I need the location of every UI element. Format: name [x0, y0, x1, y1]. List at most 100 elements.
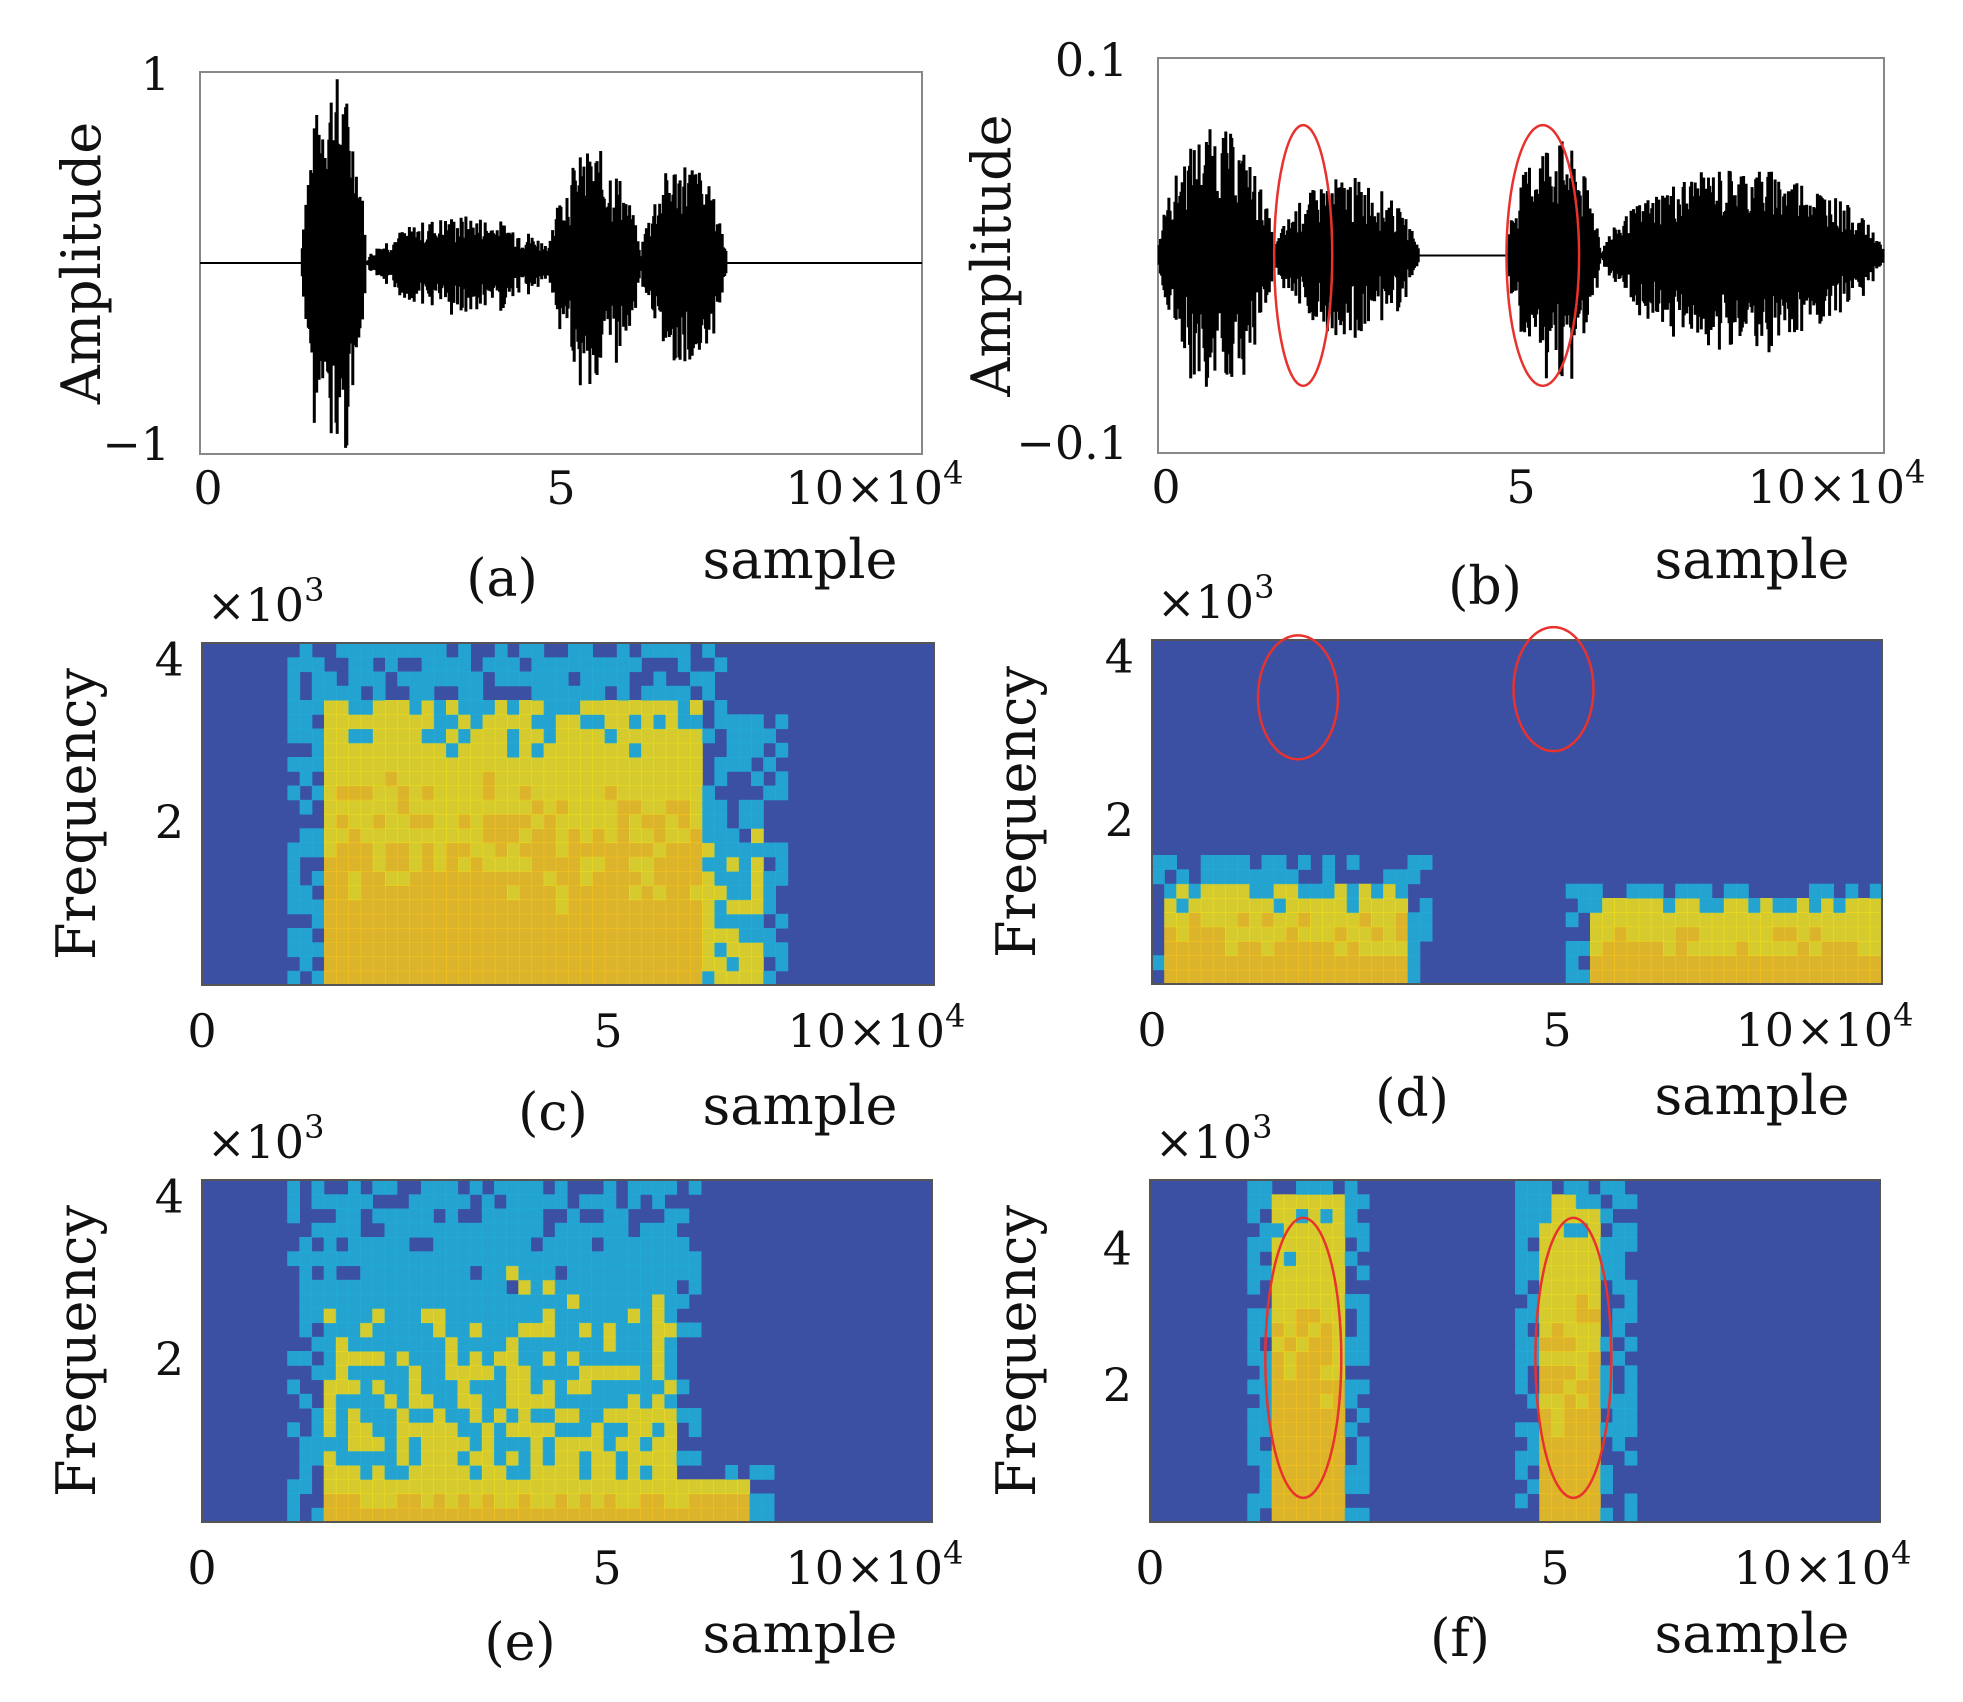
- spectrogram-cell: [1383, 969, 1396, 985]
- spectrogram-cell: [690, 771, 703, 787]
- spectrogram-cell: [567, 1408, 580, 1423]
- spectrogram-cell: [641, 685, 654, 701]
- spectrogram-cell: [677, 956, 691, 972]
- spectrogram-cell: [1626, 926, 1640, 942]
- spectrogram-cell: [372, 1422, 386, 1438]
- spectrogram-cell: [324, 714, 337, 730]
- spectrogram-cell: [763, 899, 776, 915]
- spectrogram-cell: [690, 928, 703, 943]
- spectrogram-cell: [287, 757, 301, 772]
- x-axis-multiplier-exponent: 4: [1893, 996, 1913, 1034]
- spectrogram-cell: [653, 799, 667, 815]
- spectrogram-cell: [507, 856, 520, 872]
- spectrogram-cell: [1259, 1493, 1273, 1509]
- spectrogram-cell: [726, 842, 740, 858]
- spectrogram-cell: [1273, 926, 1287, 942]
- spectrogram-cell: [530, 1450, 544, 1466]
- spectrogram-cell: [397, 856, 410, 872]
- spectrogram-cell: [445, 1408, 459, 1423]
- spectrogram-cell: [1344, 1208, 1358, 1224]
- spectrogram-cell: [653, 814, 667, 829]
- spectrogram-cell: [615, 1422, 629, 1438]
- spectrogram-cell: [1332, 1465, 1346, 1480]
- spectrogram-cell: [287, 871, 301, 886]
- spectrogram-cell: [592, 928, 606, 943]
- spectrogram-cell: [554, 1493, 568, 1509]
- y-axis-label: Frequency: [985, 1204, 1048, 1497]
- spectrogram-cell: [311, 828, 325, 844]
- spectrogram-cell: [653, 728, 667, 744]
- spectrogram-cell: [360, 1507, 373, 1523]
- spectrogram-cell: [627, 1465, 641, 1480]
- spectrogram-cell: [1857, 912, 1871, 928]
- spectrogram-cell: [641, 700, 654, 715]
- spectrogram-cell: [506, 1408, 519, 1423]
- spectrogram-cell: [543, 714, 557, 730]
- y-axis-label: Frequency: [45, 1204, 108, 1497]
- spectrogram-cell: [567, 1422, 580, 1438]
- spectrogram-cell: [1308, 1336, 1321, 1352]
- spectrogram-cell: [518, 1222, 532, 1238]
- spectrogram-cell: [1322, 883, 1336, 899]
- spectrogram-cell: [1833, 912, 1847, 928]
- spectrogram-cell: [1784, 955, 1798, 971]
- spectrogram-cell: [690, 785, 703, 801]
- spectrogram-cell: [1539, 1208, 1553, 1224]
- spectrogram-cell: [690, 757, 703, 772]
- spectrogram-cell: [1320, 1507, 1334, 1523]
- spectrogram-cell: [494, 1351, 507, 1366]
- spectrogram-cell: [1588, 1436, 1601, 1452]
- spectrogram-cell: [1296, 1308, 1309, 1324]
- spectrogram-cell: [1527, 1222, 1540, 1238]
- spectrogram-cell: [1247, 1436, 1261, 1452]
- spectrogram-cell: [653, 757, 667, 772]
- spectrogram-cell: [324, 928, 337, 943]
- spectrogram-cell: [1358, 883, 1372, 899]
- spectrogram-cell: [1539, 1308, 1553, 1324]
- spectrogram-cell: [1600, 1465, 1613, 1480]
- spectrogram-cell: [1626, 955, 1640, 971]
- spectrogram-cell: [641, 814, 654, 829]
- spectrogram-cell: [688, 1322, 702, 1338]
- spectrogram-cell: [1383, 883, 1396, 899]
- spectrogram-cell: [1563, 1237, 1577, 1252]
- spectrogram-cell: [543, 799, 557, 815]
- spectrogram-cell: [1809, 955, 1822, 971]
- spectrogram-cell: [629, 871, 642, 886]
- spectrogram-cell: [592, 828, 606, 844]
- spectrogram-cell: [311, 1450, 325, 1466]
- spectrogram-cell: [360, 1194, 373, 1210]
- spectrogram-cell: [1551, 1265, 1565, 1281]
- spectrogram-cell: [518, 1365, 532, 1381]
- spectrogram-cell: [688, 1279, 702, 1295]
- spectrogram-cell: [348, 1408, 361, 1423]
- spectrogram-cell: [1356, 1351, 1370, 1366]
- spectrogram-cell: [360, 1479, 373, 1495]
- spectrogram-cell: [1346, 969, 1360, 985]
- spectrogram-cell: [385, 771, 398, 787]
- spectrogram-cell: [348, 1465, 361, 1480]
- spectrogram-cell: [616, 913, 630, 929]
- spectrogram-cell: [1271, 1351, 1285, 1366]
- spectrogram-cell: [518, 1180, 532, 1195]
- spectrogram-cell: [421, 657, 435, 673]
- spectrogram-cell: [1624, 1379, 1638, 1395]
- spectrogram-cell: [1539, 1365, 1553, 1381]
- spectrogram-cell: [324, 771, 337, 787]
- spectrogram-cell: [700, 1493, 714, 1509]
- x-axis-multiplier-exponent: 4: [943, 454, 963, 492]
- spectrogram-cell: [1285, 883, 1299, 899]
- spectrogram-cell: [543, 785, 557, 801]
- spectrogram-cell: [445, 1279, 459, 1295]
- spectrogram-cell: [457, 1336, 471, 1352]
- spectrogram-cell: [360, 942, 374, 958]
- spectrogram-cell: [555, 714, 569, 730]
- spectrogram-cell: [385, 814, 398, 829]
- spectrogram-cell: [629, 771, 642, 787]
- spectrogram-cell: [287, 728, 301, 744]
- spectrogram-cell: [458, 742, 471, 758]
- spectrogram-cell: [1675, 898, 1688, 913]
- spectrogram-cell: [360, 1265, 373, 1281]
- spectrogram-cell: [543, 956, 557, 972]
- spectrogram-cell: [763, 785, 776, 801]
